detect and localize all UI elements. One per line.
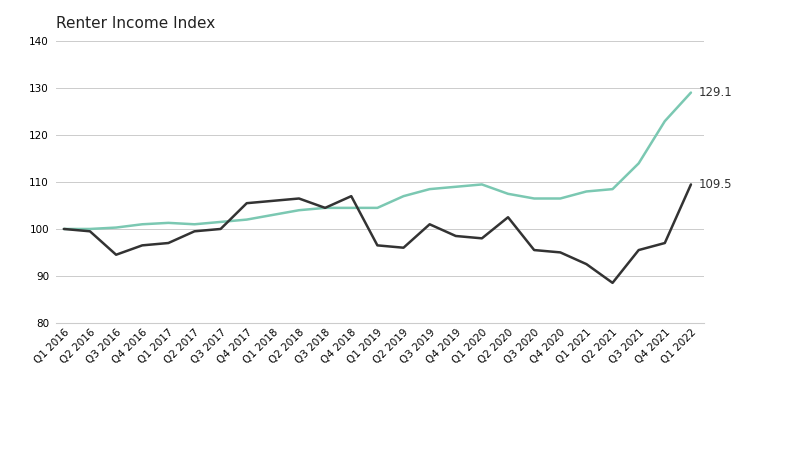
Coastal Income Index <box>425 222 434 227</box>
Coastal Income Index <box>555 250 565 255</box>
Sun Belt Income Index <box>59 226 69 232</box>
Coastal Income Index <box>242 201 251 206</box>
Sun Belt Income Index <box>634 160 643 166</box>
Line: Coastal Income Index: Coastal Income Index <box>64 184 691 283</box>
Coastal Income Index <box>268 198 278 204</box>
Text: 109.5: 109.5 <box>698 178 732 191</box>
Coastal Income Index <box>85 229 94 234</box>
Coastal Income Index <box>163 240 173 246</box>
Coastal Income Index <box>294 196 304 201</box>
Sun Belt Income Index <box>582 189 591 194</box>
Coastal Income Index <box>320 205 330 211</box>
Coastal Income Index <box>373 242 382 248</box>
Coastal Income Index <box>346 194 356 199</box>
Sun Belt Income Index <box>451 184 461 189</box>
Sun Belt Income Index <box>138 222 147 227</box>
Sun Belt Income Index <box>503 191 513 196</box>
Sun Belt Income Index <box>530 196 539 201</box>
Sun Belt Income Index <box>660 118 670 124</box>
Coastal Income Index <box>608 280 618 286</box>
Line: Sun Belt Income Index: Sun Belt Income Index <box>64 93 691 229</box>
Sun Belt Income Index <box>555 196 565 201</box>
Coastal Income Index <box>634 247 643 253</box>
Coastal Income Index <box>190 229 199 234</box>
Coastal Income Index <box>138 242 147 248</box>
Coastal Income Index <box>111 252 121 258</box>
Coastal Income Index <box>530 247 539 253</box>
Sun Belt Income Index <box>425 186 434 192</box>
Coastal Income Index <box>216 226 226 232</box>
Text: 129.1: 129.1 <box>698 86 733 99</box>
Sun Belt Income Index <box>190 222 199 227</box>
Sun Belt Income Index <box>294 207 304 213</box>
Sun Belt Income Index <box>111 225 121 230</box>
Sun Belt Income Index <box>85 226 94 232</box>
Sun Belt Income Index <box>216 219 226 225</box>
Coastal Income Index <box>686 182 696 187</box>
Coastal Income Index <box>477 236 486 241</box>
Coastal Income Index <box>660 240 670 246</box>
Sun Belt Income Index <box>320 205 330 211</box>
Coastal Income Index <box>59 226 69 232</box>
Coastal Income Index <box>582 261 591 267</box>
Sun Belt Income Index <box>477 182 486 187</box>
Sun Belt Income Index <box>346 205 356 211</box>
Coastal Income Index <box>398 245 408 250</box>
Sun Belt Income Index <box>608 186 618 192</box>
Coastal Income Index <box>503 214 513 220</box>
Coastal Income Index <box>451 233 461 239</box>
Sun Belt Income Index <box>686 90 696 95</box>
Text: Renter Income Index: Renter Income Index <box>56 16 215 30</box>
Sun Belt Income Index <box>242 217 251 222</box>
Sun Belt Income Index <box>163 220 173 225</box>
Sun Belt Income Index <box>398 194 408 199</box>
Sun Belt Income Index <box>373 205 382 211</box>
Sun Belt Income Index <box>268 212 278 218</box>
